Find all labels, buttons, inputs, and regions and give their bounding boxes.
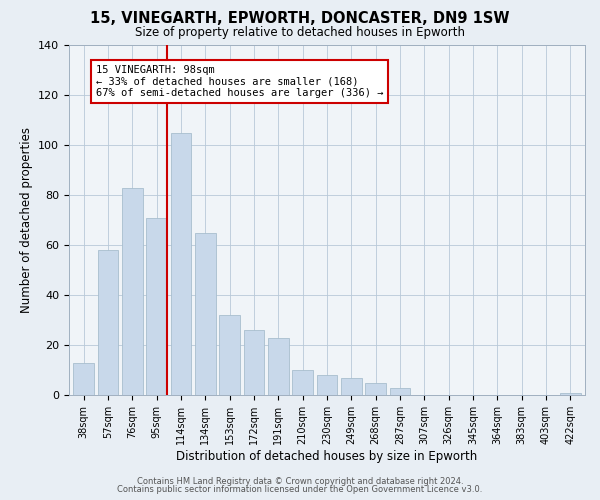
Bar — [365, 382, 386, 395]
X-axis label: Distribution of detached houses by size in Epworth: Distribution of detached houses by size … — [176, 450, 478, 462]
Text: Size of property relative to detached houses in Epworth: Size of property relative to detached ho… — [135, 26, 465, 39]
Bar — [73, 362, 94, 395]
Bar — [292, 370, 313, 395]
Text: 15, VINEGARTH, EPWORTH, DONCASTER, DN9 1SW: 15, VINEGARTH, EPWORTH, DONCASTER, DN9 1… — [90, 11, 510, 26]
Bar — [389, 388, 410, 395]
Text: Contains HM Land Registry data © Crown copyright and database right 2024.: Contains HM Land Registry data © Crown c… — [137, 477, 463, 486]
Bar — [98, 250, 118, 395]
Y-axis label: Number of detached properties: Number of detached properties — [20, 127, 32, 313]
Bar — [195, 232, 215, 395]
Bar — [170, 132, 191, 395]
Bar — [122, 188, 143, 395]
Text: 15 VINEGARTH: 98sqm
← 33% of detached houses are smaller (168)
67% of semi-detac: 15 VINEGARTH: 98sqm ← 33% of detached ho… — [96, 65, 383, 98]
Bar — [219, 315, 240, 395]
Bar — [560, 392, 581, 395]
Bar — [268, 338, 289, 395]
Text: Contains public sector information licensed under the Open Government Licence v3: Contains public sector information licen… — [118, 484, 482, 494]
Bar — [341, 378, 362, 395]
Bar — [244, 330, 265, 395]
Bar — [317, 375, 337, 395]
Bar — [146, 218, 167, 395]
